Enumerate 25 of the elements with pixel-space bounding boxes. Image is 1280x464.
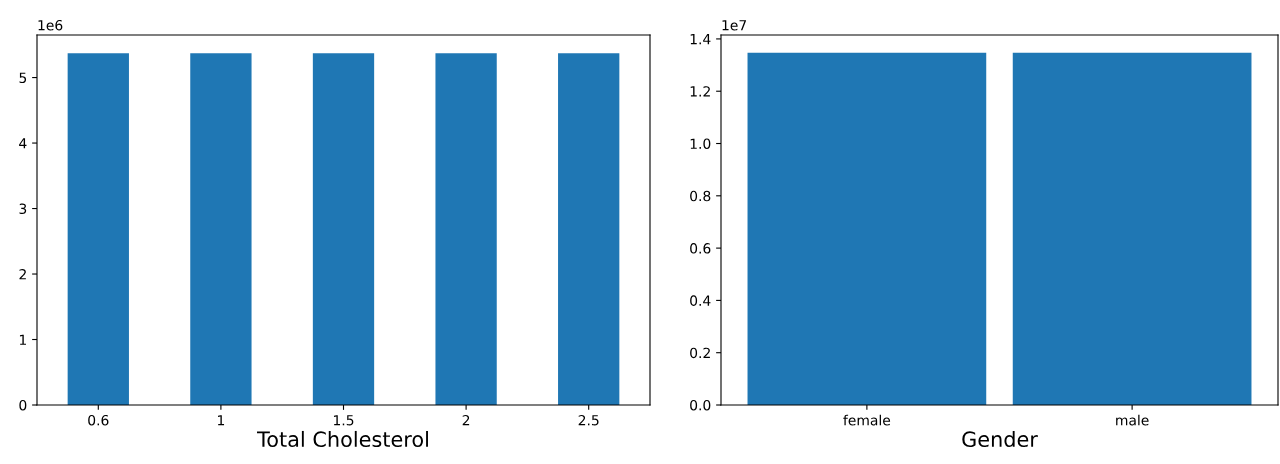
x-tick-label: 1.5: [333, 415, 354, 426]
y-tick-label: 0.2: [690, 347, 710, 359]
y-tick-label: 0.4: [690, 295, 711, 306]
x-tick-label: 2.5: [578, 414, 599, 426]
y-tick-label: 1: [19, 334, 26, 345]
y-tick-label: 0.6: [690, 243, 711, 254]
y-tick-label: 4: [19, 138, 27, 149]
x-tick-label: 0.6: [88, 414, 109, 426]
y-tick-label: 5: [19, 72, 27, 84]
y-tick-label: 0.8: [690, 190, 711, 202]
y-tick-label: 1.4: [690, 34, 711, 45]
y-tick-label: 0: [19, 399, 27, 411]
text: 1e6: [38, 19, 63, 31]
x-tick-label: female: [843, 414, 891, 426]
y-tick-label: 3: [19, 203, 27, 215]
x-tick-label: male: [1116, 414, 1149, 426]
y-tick-label: 2: [19, 269, 26, 280]
x-axis-title: Gender: [962, 430, 1038, 448]
text: 1e7: [722, 20, 747, 31]
x-axis-title: Total Cholesterol: [257, 430, 428, 448]
x-tick-label: 2: [462, 414, 470, 426]
y-tick-label: 0.0: [690, 399, 711, 411]
x-tick-label: 1: [218, 415, 225, 426]
y-tick-label: 1.2: [690, 86, 710, 97]
y-tick-label: 1.0: [690, 138, 711, 149]
